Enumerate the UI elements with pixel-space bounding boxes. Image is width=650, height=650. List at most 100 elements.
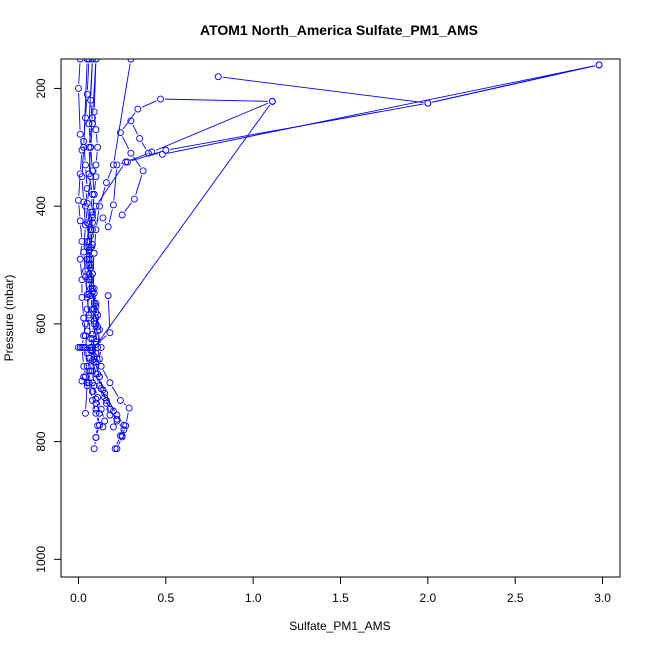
data-point — [109, 201, 117, 209]
series-line-segment — [90, 234, 93, 243]
data-point — [99, 214, 107, 222]
x-tick-label: 2.5 — [507, 591, 524, 605]
data-point — [104, 292, 112, 300]
data-point — [90, 190, 98, 198]
data-point — [102, 399, 110, 407]
series-line-segment — [96, 417, 99, 421]
data-point — [95, 373, 103, 381]
data-point — [87, 96, 95, 104]
series-line-segment — [80, 154, 83, 170]
series-line-segment — [92, 293, 95, 305]
data-point — [122, 422, 130, 430]
series-line-segment — [141, 100, 157, 108]
data-point — [130, 195, 138, 203]
series-line-segment — [95, 134, 98, 143]
data-point — [134, 105, 142, 113]
data-point — [80, 362, 88, 370]
series-line-segment — [103, 394, 106, 400]
series-line-segment — [106, 397, 116, 412]
data-point — [144, 149, 152, 157]
data-point — [92, 399, 100, 407]
data-point — [87, 346, 95, 354]
data-point — [88, 356, 96, 364]
series-line-segment — [222, 76, 424, 104]
data-point — [113, 445, 121, 453]
data-point — [94, 394, 102, 401]
series-line-segment — [81, 301, 84, 314]
x-tick-label: 2.0 — [420, 591, 437, 605]
data-point — [82, 114, 89, 122]
y-axis-label: Pressure (mbar) — [2, 275, 16, 362]
data-point — [83, 291, 91, 298]
data-point — [595, 61, 603, 69]
data-point — [92, 434, 100, 441]
series-9 — [88, 95, 276, 419]
data-point — [94, 327, 102, 335]
data-point — [104, 223, 112, 231]
data-point — [116, 396, 124, 404]
series-line-segment — [124, 202, 132, 212]
data-point — [82, 332, 89, 340]
series-line-segment — [90, 281, 93, 288]
series-line-segment — [83, 122, 86, 137]
data-point — [92, 161, 100, 169]
data-point — [83, 238, 91, 245]
data-point — [76, 255, 84, 263]
series-line-segment — [89, 178, 93, 191]
data-point — [92, 173, 100, 181]
series-line-segment — [432, 65, 595, 103]
series-line-segment — [108, 209, 113, 223]
data-point — [76, 170, 84, 178]
data-point — [83, 59, 91, 63]
series-line-segment — [80, 138, 82, 146]
series-line-segment — [90, 151, 93, 167]
data-point — [94, 422, 102, 430]
series-line-segment — [90, 227, 93, 232]
series-line-segment — [122, 136, 130, 150]
series-line-segment — [94, 310, 96, 317]
data-point — [87, 292, 95, 300]
series-line-segment — [107, 407, 110, 411]
data-point — [83, 382, 91, 390]
x-tick-label: 0.5 — [157, 591, 174, 605]
data-point — [75, 343, 82, 351]
x-tick-label: 3.0 — [594, 591, 611, 605]
series-line-segment — [94, 104, 271, 347]
series-line-segment — [100, 186, 106, 202]
series-line-segment — [80, 245, 82, 255]
series-line-segment — [92, 313, 95, 320]
series-line-segment — [93, 63, 97, 108]
data-point — [162, 146, 170, 154]
series-line-segment — [81, 151, 84, 173]
series-line-segment — [85, 313, 88, 320]
data-point — [127, 117, 135, 125]
y-tick-label: 1000 — [34, 546, 48, 573]
series-5 — [75, 59, 93, 417]
data-point — [214, 73, 222, 81]
data-point — [82, 320, 89, 328]
series-line-segment — [106, 401, 109, 406]
plot-frame — [60, 58, 621, 578]
data-point — [87, 243, 95, 251]
x-tick-label: 0.0 — [70, 591, 87, 605]
series-line-segment — [133, 156, 141, 168]
data-point — [95, 409, 103, 417]
series-line-segment — [85, 210, 88, 219]
data-point — [97, 343, 105, 351]
data-point — [87, 367, 95, 375]
data-point — [85, 143, 93, 151]
series-line-segment — [95, 151, 98, 161]
data-point — [95, 202, 103, 210]
series-line-segment — [98, 165, 124, 203]
data-point — [148, 148, 156, 156]
data-point — [99, 386, 107, 394]
series-line-segment — [85, 281, 88, 293]
series-line-segment — [78, 178, 81, 196]
data-point — [127, 59, 135, 63]
data-point — [122, 158, 130, 166]
series-line-segment — [90, 198, 93, 208]
series-line-segment — [104, 221, 107, 224]
series-line-segment — [85, 169, 88, 185]
series-line-segment — [80, 263, 83, 276]
data-point — [92, 126, 100, 134]
